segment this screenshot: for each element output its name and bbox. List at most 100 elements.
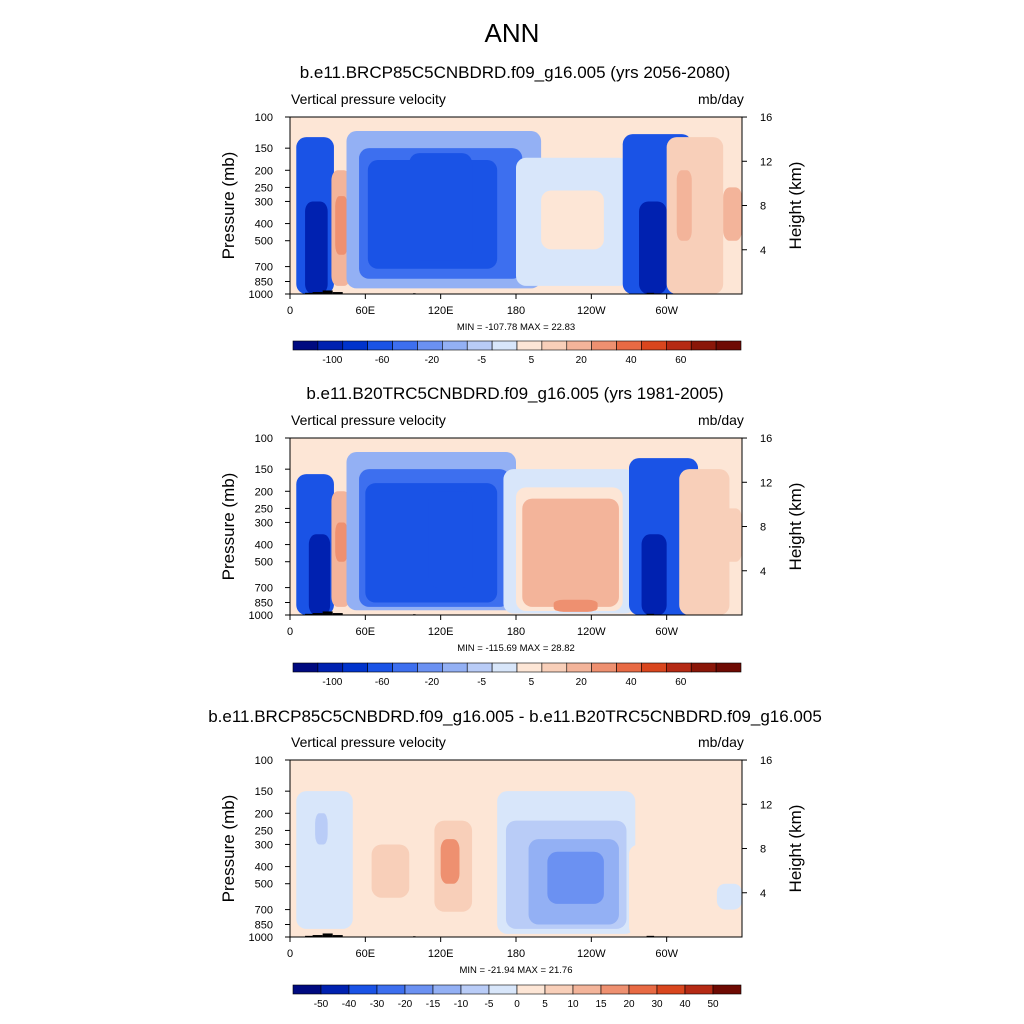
colorbar-label: -60 [375,677,390,688]
topography-block [646,935,655,937]
topography-block [305,613,313,615]
colorbar-swatch [491,662,518,673]
right-tick-label: 16 [760,433,772,445]
x-tick-label: 180 [507,305,525,317]
right-tick-label: 4 [760,888,766,900]
figure-title: ANN [484,18,540,48]
colorbar-swatch [342,662,368,673]
colorbar-label: 5 [529,677,535,688]
contour-region [679,469,730,615]
y-tick-label: 500 [255,236,273,248]
y-tick-label: 200 [255,808,273,820]
contour-region [428,491,473,588]
colorbar-label: 50 [707,999,719,1010]
y-tick-label: 250 [255,503,273,515]
y-tick-label: 300 [255,839,273,851]
colorbar-label: -15 [426,999,441,1010]
colorbar-swatch [488,984,518,995]
y-axis-title: Pressure (mb) [219,152,238,260]
contour-region [641,534,667,615]
y-tick-label: 200 [255,486,273,498]
y-tick-label: 850 [255,920,273,932]
colorbar-swatch [641,662,667,673]
x-tick-label: 0 [287,626,293,638]
right-tick-label: 4 [760,566,766,578]
x-tick-label: 0 [287,305,293,317]
topography-block [332,935,343,937]
colorbar-swatch [641,340,667,351]
y-tick-label: 1000 [249,610,273,622]
colorbar-label: 10 [567,999,579,1010]
topography-block [312,292,323,294]
colorbar-label: 30 [651,999,663,1010]
colorbar: -100 -60 -20 -5 5 20 40 60 [292,340,742,366]
colorbar-label: -5 [477,355,486,366]
contour-region [639,201,667,294]
x-tick-label: 60E [356,305,376,317]
right-tick-label: 12 [760,799,772,811]
colorbar-swatch [417,662,443,673]
panel-3-variable-label: Vertical pressure velocity [291,734,446,750]
colorbar-label: 40 [679,999,691,1010]
y-tick-label: 850 [255,598,273,610]
topography-block [332,613,343,615]
colorbar-label: -50 [314,999,329,1010]
right-axis-title: Height (km) [786,483,805,571]
colorbar-label: -20 [425,677,440,688]
right-tick-label: 8 [760,201,766,213]
colorbar-swatch [666,662,692,673]
colorbar-swatch [292,340,319,351]
x-tick-label: 120W [577,626,606,638]
colorbar-swatch [432,984,462,995]
panel-2-variable-label: Vertical pressure velocity [291,412,446,428]
colorbar-swatch [566,662,592,673]
colorbar-swatch [572,984,602,995]
contour-region [723,508,742,562]
right-tick-label: 12 [760,156,772,168]
colorbar-swatch [392,340,418,351]
x-tick-label: 60E [356,948,376,960]
x-tick-label: 120W [577,305,606,317]
colorbar-label: -100 [322,677,342,688]
colorbar-swatch [591,662,617,673]
colorbar-swatch [715,662,742,673]
y-tick-label: 700 [255,583,273,595]
x-tick-label: 120E [428,305,454,317]
contour-fill [296,131,742,294]
colorbar-label: 15 [595,999,607,1010]
contour-region [541,190,604,250]
panel-1-units-label: mb/day [698,91,744,107]
y-tick-label: 200 [255,165,273,177]
y-tick-label: 250 [255,825,273,837]
colorbar-label: -5 [485,999,494,1010]
y-tick-label: 250 [255,182,273,194]
colorbar-label: -100 [322,355,342,366]
y-tick-label: 150 [255,786,273,798]
colorbar-swatch [417,340,443,351]
colorbar-swatch [317,662,344,673]
panel-3-units-label: mb/day [698,734,744,750]
colorbar-swatch [442,662,468,673]
panel-2-title: b.e11.B20TRC5CNBDRD.f09_g16.005 (yrs 198… [306,384,724,403]
y-tick-label: 100 [255,433,273,445]
y-tick-label: 100 [255,755,273,767]
colorbar-swatch [690,662,717,673]
x-tick-label: 180 [507,948,525,960]
x-tick-label: 120W [577,948,606,960]
topography-block [312,613,323,615]
y-tick-label: 400 [255,862,273,874]
colorbar-swatch [591,340,617,351]
contour-region [629,844,705,937]
colorbar-label: -30 [370,999,385,1010]
topography-block [646,613,655,615]
y-tick-label: 400 [255,219,273,231]
colorbar-swatch [616,662,642,673]
colorbar-swatch [466,662,493,673]
colorbar-swatch [656,984,686,995]
x-tick-label: 0 [287,948,293,960]
colorbar-swatch [628,984,658,995]
